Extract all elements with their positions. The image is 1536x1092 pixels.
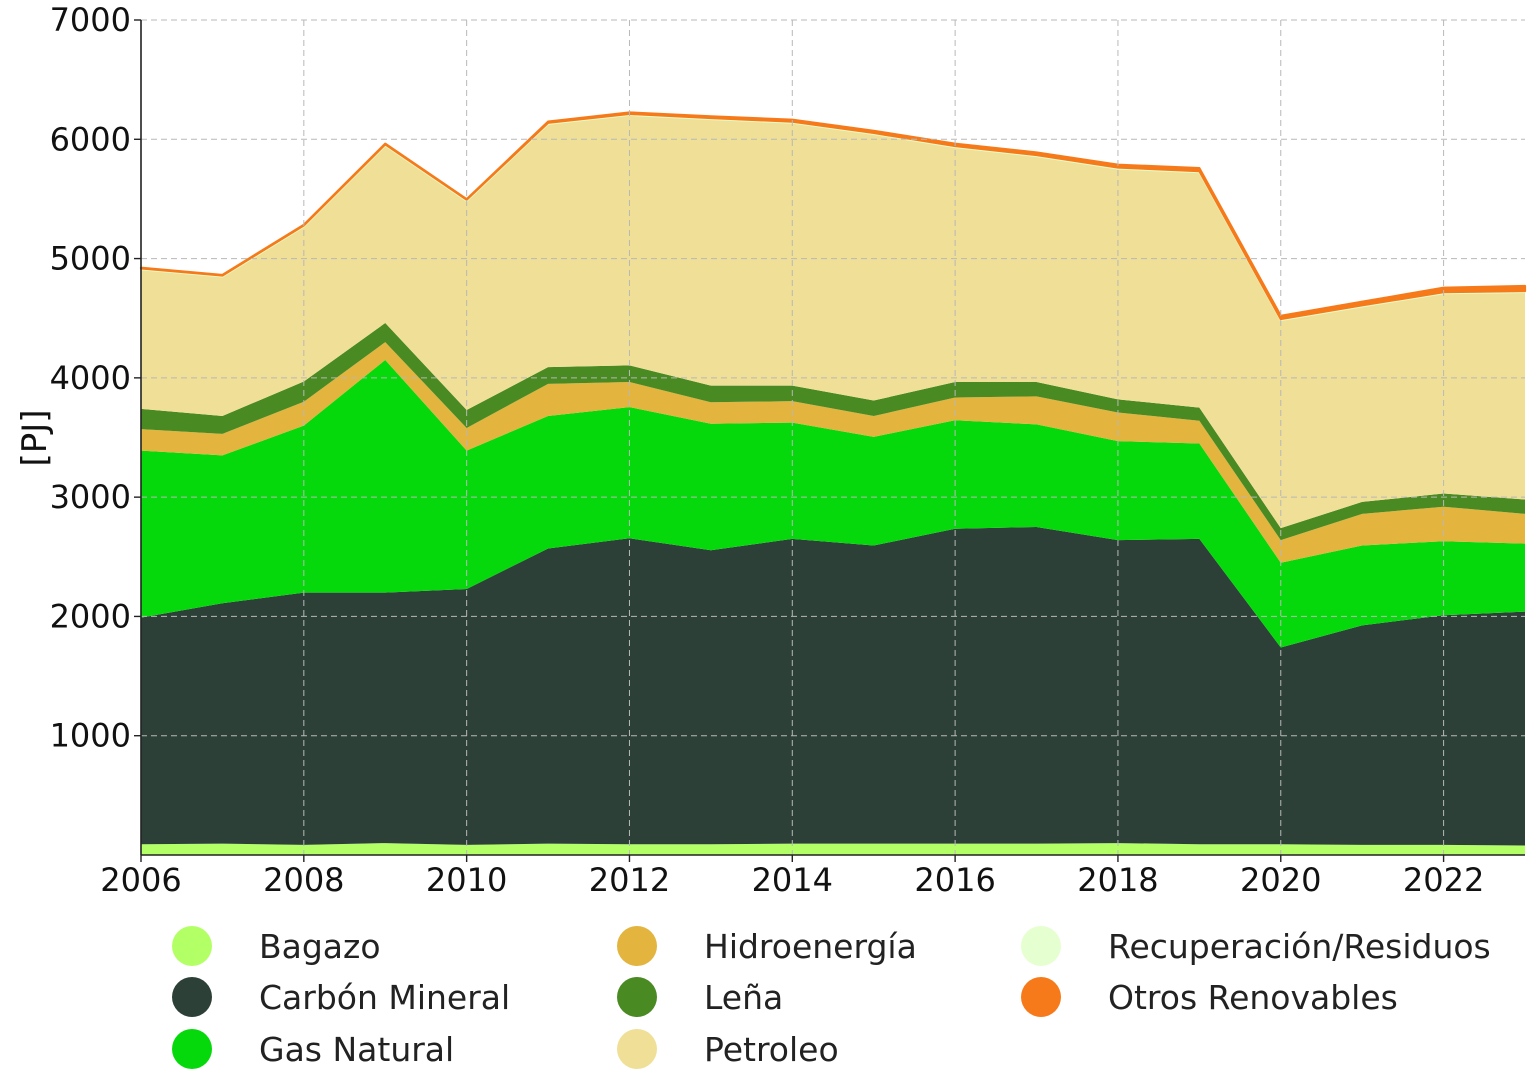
legend-item-carbon-mineral: Carbón Mineral <box>172 977 510 1017</box>
legend-swatch <box>617 926 657 966</box>
x-tick-label: 2022 <box>1403 861 1484 899</box>
x-tick-label: 2012 <box>589 861 670 899</box>
area-layers <box>139 111 1527 855</box>
y-tick-label: 7000 <box>50 1 131 39</box>
x-tick-label: 2014 <box>752 861 833 899</box>
legend-swatch <box>172 926 212 966</box>
legend-item-recuperacion-residuos: Recuperación/Residuos <box>1021 926 1491 966</box>
x-tick-label: 2016 <box>914 861 995 899</box>
legend-swatch <box>617 1029 657 1069</box>
y-tick-label: 3000 <box>50 478 131 516</box>
legend: Bagazo Carbón Mineral Gas Natural Hidroener… <box>172 926 1491 1069</box>
legend-label: Carbón Mineral <box>259 978 510 1017</box>
area-gas-natural <box>141 359 1525 648</box>
y-axis-title: [PJ] <box>15 409 55 466</box>
y-tick-label: 4000 <box>50 359 131 397</box>
legend-label: Recuperación/Residuos <box>1108 927 1491 966</box>
legend-swatch <box>1021 977 1061 1017</box>
x-tick-label: 2018 <box>1077 861 1158 899</box>
legend-swatch <box>1021 926 1061 966</box>
y-ticks: 1000 2000 3000 4000 5000 6000 7000 <box>50 1 141 755</box>
area-bagazo <box>141 843 1525 855</box>
area-petroleo <box>141 114 1525 529</box>
legend-swatch <box>172 977 212 1017</box>
legend-label: Gas Natural <box>259 1030 454 1069</box>
x-tick-label: 2008 <box>263 861 344 899</box>
legend-swatch <box>617 977 657 1017</box>
axes <box>140 20 1525 856</box>
y-tick-label: 1000 <box>50 717 131 755</box>
legend-item-otros-renovables: Otros Renovables <box>1021 977 1398 1017</box>
x-tick-label: 2010 <box>426 861 507 899</box>
legend-swatch <box>172 1029 212 1069</box>
legend-item-bagazo: Bagazo <box>172 926 381 966</box>
area-hidroenergia <box>141 342 1525 563</box>
legend-label: Leña <box>704 978 783 1017</box>
legend-item-gas-natural: Gas Natural <box>172 1029 454 1069</box>
legend-item-hidroenergia: Hidroenergía <box>617 926 917 966</box>
area-carbon-mineral <box>141 526 1525 846</box>
legend-label: Petroleo <box>704 1030 839 1069</box>
legend-label: Bagazo <box>259 927 381 966</box>
y-tick-label: 5000 <box>50 240 131 278</box>
x-tick-label: 2020 <box>1240 861 1321 899</box>
legend-label: Otros Renovables <box>1108 978 1398 1017</box>
y-tick-label: 6000 <box>50 120 131 158</box>
legend-label: Hidroenergía <box>704 927 917 966</box>
x-tick-label: 2006 <box>100 861 181 899</box>
legend-item-petroleo: Petroleo <box>617 1029 839 1069</box>
y-tick-label: 2000 <box>50 597 131 635</box>
x-ticks: 2006 2008 2010 2012 2014 2016 2018 2020 2022 <box>100 855 1484 899</box>
legend-item-lena: Leña <box>617 977 783 1017</box>
